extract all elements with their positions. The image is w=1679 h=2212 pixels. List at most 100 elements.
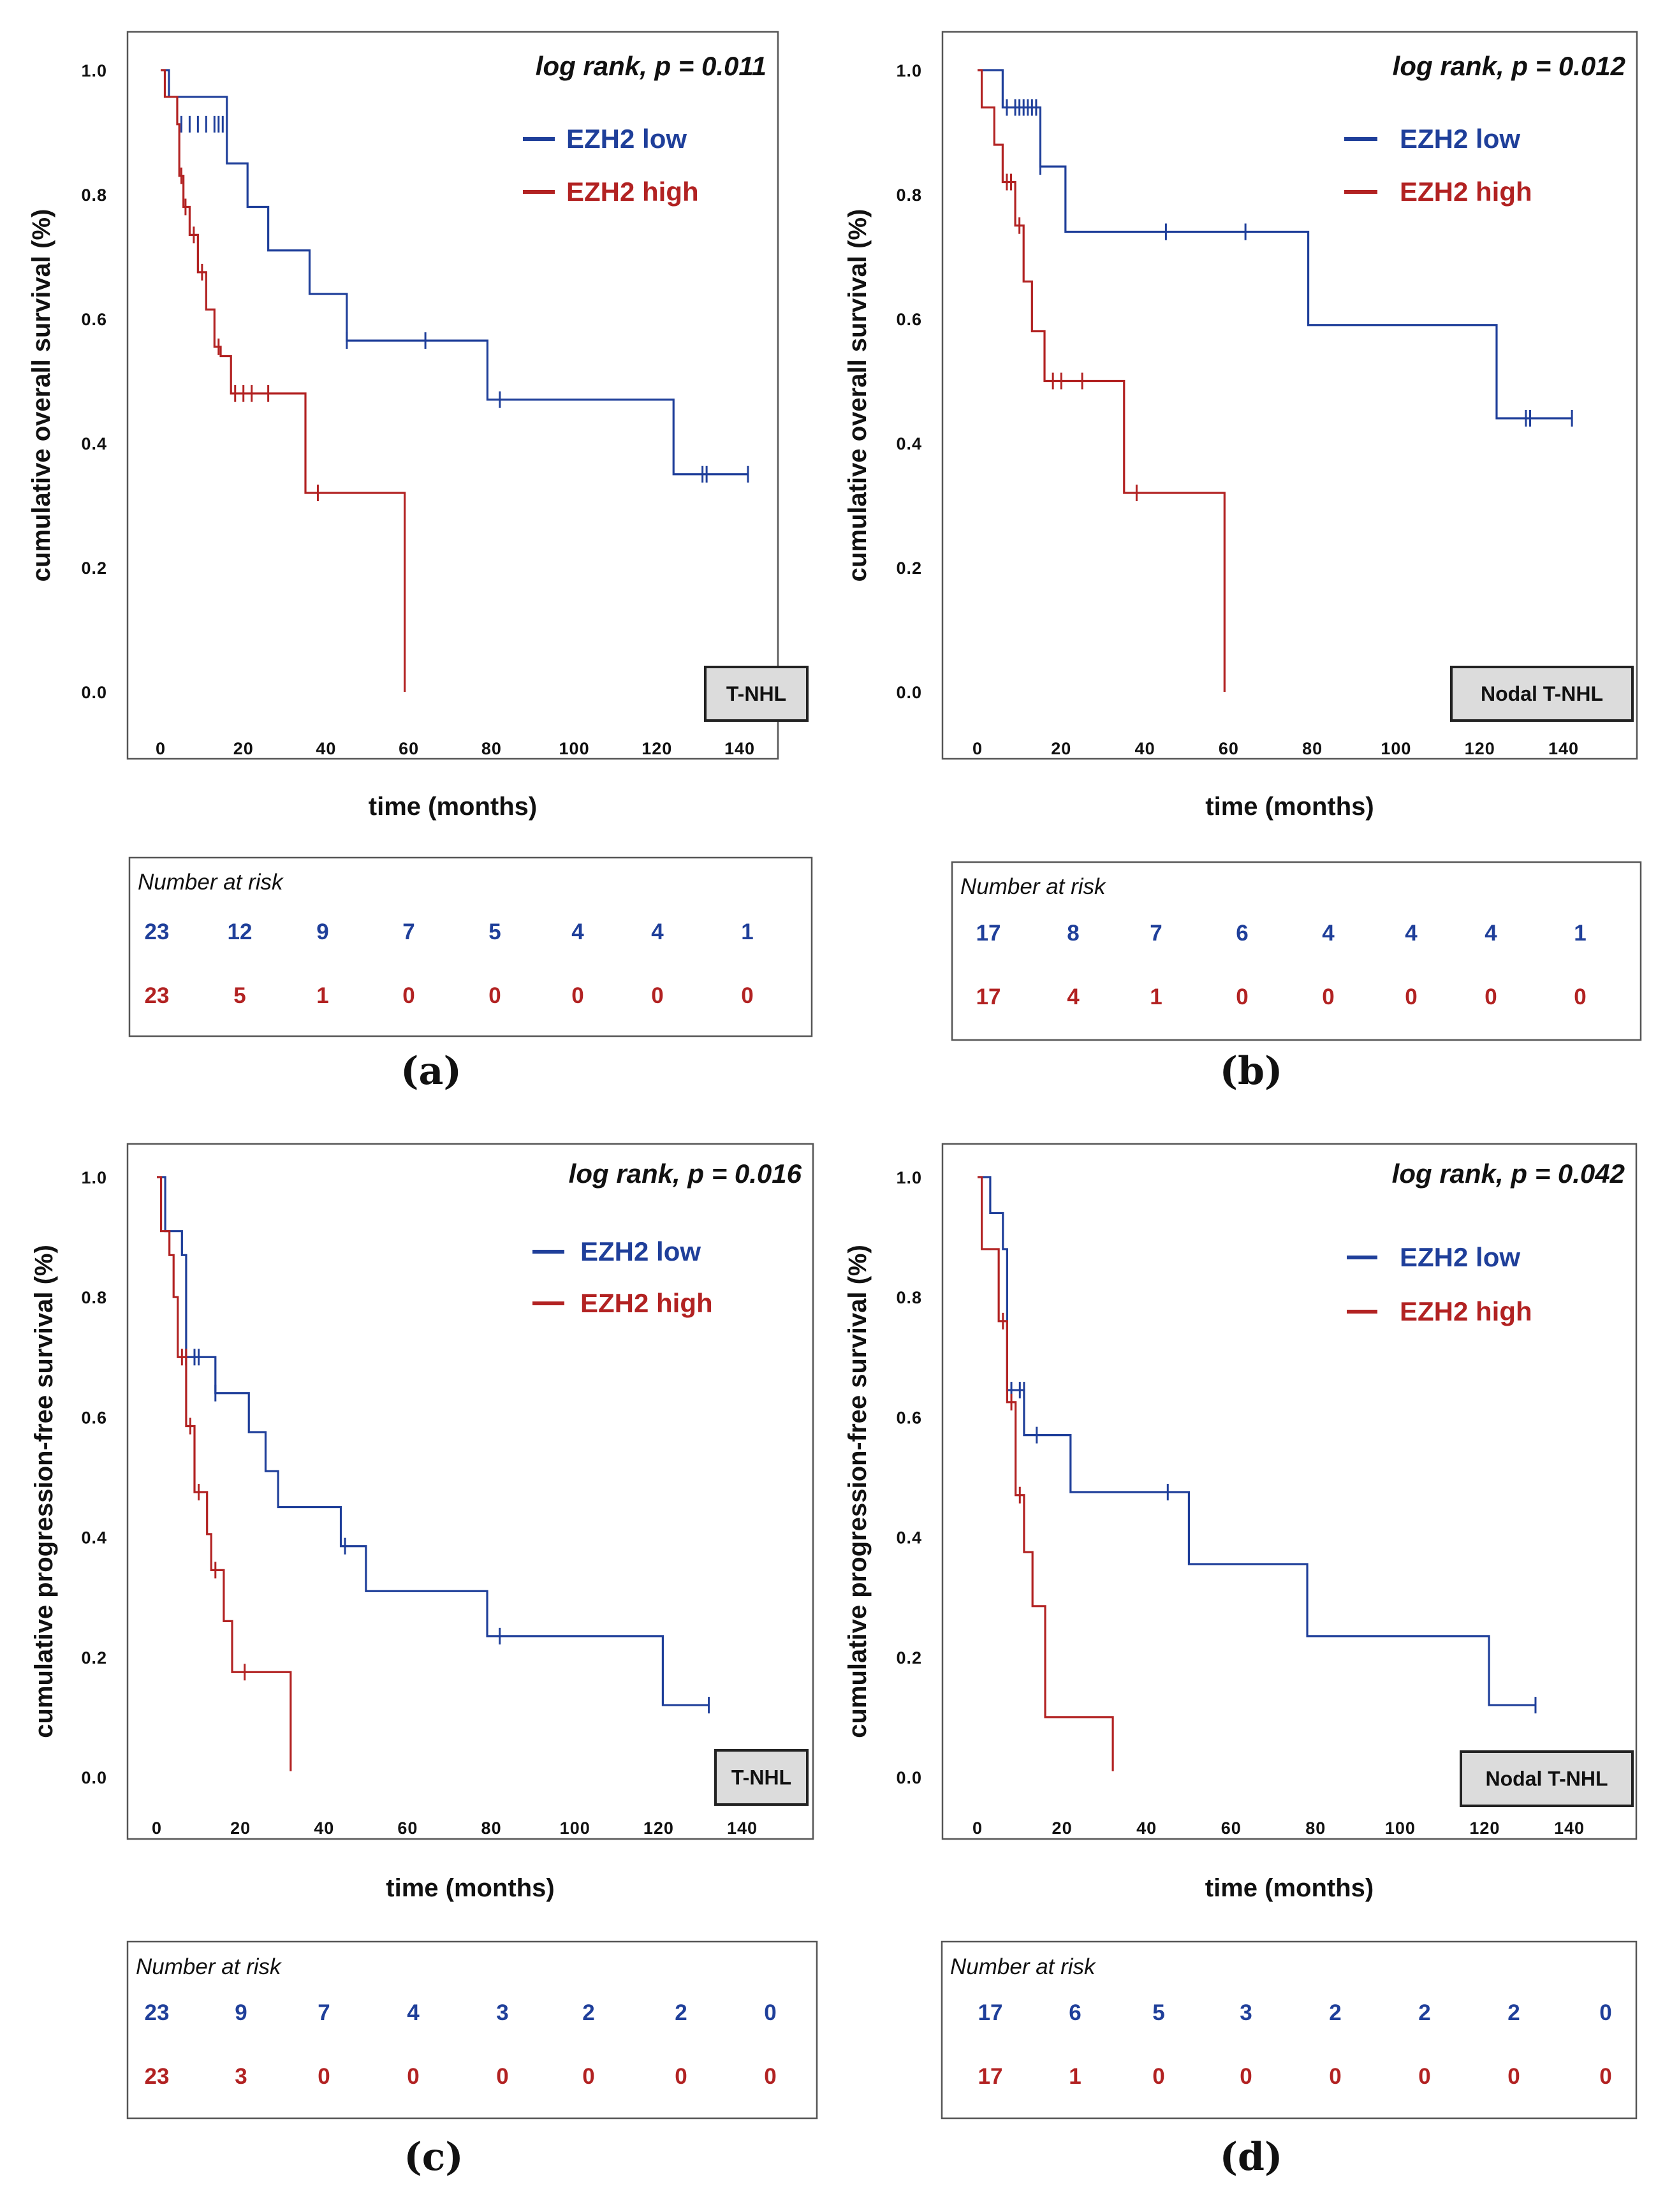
y-tick-label: 1.0 [896, 1168, 922, 1187]
at-risk-count-low: 7 [318, 2000, 330, 2025]
at-risk-count-high: 0 [407, 2064, 419, 2089]
x-axis-title: time (months) [1205, 1874, 1374, 1902]
at-risk-count-low: 1 [1574, 921, 1586, 946]
panel-c: 0.00.20.40.60.81.00 20 40 60 80 100 120 140time… [30, 1143, 818, 2179]
at-risk-count-low: 6 [1069, 2000, 1081, 2025]
x-tick-label: 140 [724, 739, 755, 758]
y-tick-label: 1.0 [81, 61, 107, 80]
at-risk-count-high: 0 [764, 2064, 776, 2089]
y-tick-label: 0.2 [81, 1648, 107, 1667]
x-tick-label: 120 [1469, 1819, 1500, 1838]
y-tick-label: 0.2 [81, 559, 107, 578]
at-risk-count-high: 0 [496, 2064, 508, 2089]
y-tick-label: 0.4 [81, 1528, 107, 1548]
at-risk-count-high: 23 [145, 2064, 170, 2089]
at-risk-count-low: 9 [235, 2000, 247, 2025]
legend-label-low: EZH2 low [1400, 124, 1520, 154]
at-risk-count-low: 5 [488, 919, 501, 944]
panel-label: (b) [1220, 1049, 1283, 1094]
plot-frame [126, 31, 779, 760]
at-risk-count-high: 0 [651, 983, 663, 1008]
at-risk-count-high: 3 [235, 2064, 247, 2089]
x-tick-label: 120 [1465, 739, 1495, 758]
number-at-risk-title: Number at risk [138, 870, 284, 895]
legend-label-low: EZH2 low [580, 1236, 701, 1266]
x-tick-label: 20 [1052, 1819, 1073, 1838]
x-tick-label: 140 [727, 1819, 758, 1838]
at-risk-count-high: 0 [741, 983, 753, 1008]
at-risk-count-high: 1 [316, 983, 328, 1008]
x-tick-label: 40 [1135, 739, 1155, 758]
at-risk-count-high: 0 [1507, 2064, 1520, 2089]
y-tick-label: 0.0 [896, 1768, 922, 1787]
at-risk-count-low: 9 [316, 919, 328, 944]
x-tick-label: 0 [972, 1819, 983, 1838]
subset-badge: T-NHL [726, 682, 786, 705]
logrank-pvalue: log rank, p = 0.016 [569, 1159, 802, 1189]
subset-badge: T-NHL [731, 1766, 791, 1789]
at-risk-count-low: 8 [1067, 921, 1079, 946]
y-tick-label: 0.4 [896, 1528, 922, 1548]
x-tick-label: 0 [972, 739, 983, 758]
panel-d: 0.00.20.40.60.81.00 20 40 60 80 100 120 140time… [844, 1143, 1638, 2179]
number-at-risk-title: Number at risk [960, 874, 1106, 899]
x-tick-label: 60 [1221, 1819, 1242, 1838]
y-tick-label: 0.2 [896, 1648, 922, 1667]
subset-badge-box [704, 666, 809, 722]
at-risk-count-low: 4 [1485, 921, 1497, 946]
x-tick-label: 20 [230, 1819, 251, 1838]
x-tick-label: 100 [1385, 1819, 1416, 1838]
y-tick-label: 0.4 [896, 434, 922, 453]
at-risk-count-low: 3 [496, 2000, 508, 2025]
y-axis-title: cumulative overall survival (%) [27, 209, 55, 582]
at-risk-count-low: 4 [1322, 921, 1335, 946]
at-risk-count-low: 7 [1150, 921, 1162, 946]
at-risk-count-low: 12 [228, 919, 253, 944]
at-risk-count-high: 0 [1405, 985, 1417, 1009]
at-risk-count-high: 0 [488, 983, 501, 1008]
plot-frame [941, 31, 1638, 760]
at-risk-count-low: 6 [1236, 921, 1248, 946]
x-tick-label: 100 [1381, 739, 1411, 758]
x-tick-label: 40 [314, 1819, 334, 1838]
x-tick-label: 0 [156, 739, 166, 758]
at-risk-count-low: 1 [741, 919, 753, 944]
at-risk-count-high: 1 [1150, 985, 1162, 1009]
at-risk-count-low: 4 [571, 919, 584, 944]
at-risk-count-high: 0 [1329, 2064, 1341, 2089]
at-risk-count-high: 23 [145, 983, 170, 1008]
at-risk-count-high: 0 [1574, 985, 1586, 1009]
y-tick-label: 0.8 [896, 1288, 922, 1307]
legend-label-high: EZH2 high [1400, 1296, 1532, 1326]
plot-frame [941, 1143, 1638, 1840]
subset-badge: Nodal T-NHL [1486, 1768, 1608, 1791]
at-risk-count-high: 0 [1599, 2064, 1611, 2089]
plot-frame [126, 1143, 814, 1840]
survival-curve-low [978, 1176, 1536, 1706]
x-tick-label: 80 [1302, 739, 1323, 758]
y-tick-label: 0.0 [896, 683, 922, 702]
at-risk-count-low: 4 [651, 919, 664, 944]
x-tick-label: 100 [560, 1819, 590, 1838]
y-tick-label: 0.6 [896, 1408, 922, 1427]
survival-curve-low [978, 69, 1573, 420]
at-risk-count-high: 17 [976, 985, 1001, 1009]
panel-a: 0.00.20.40.60.81.00 20 40 60 80 100 120 140time… [27, 31, 813, 1094]
at-risk-count-high: 0 [1236, 985, 1248, 1009]
at-risk-count-high: 0 [571, 983, 583, 1008]
subset-badge: Nodal T-NHL [1481, 682, 1603, 705]
x-tick-label: 60 [1219, 739, 1239, 758]
x-tick-label: 120 [642, 739, 672, 758]
at-risk-count-high: 0 [318, 2064, 330, 2089]
logrank-pvalue: log rank, p = 0.012 [1393, 51, 1625, 81]
at-risk-count-high: 1 [1069, 2064, 1081, 2089]
at-risk-count-high: 4 [1067, 985, 1080, 1009]
y-tick-label: 0.4 [81, 434, 107, 453]
at-risk-count-low: 2 [675, 2000, 687, 2025]
y-axis-title: cumulative overall survival (%) [844, 209, 872, 582]
survival-curve-high [978, 1176, 1114, 1771]
x-tick-label: 0 [152, 1819, 162, 1838]
subset-badge-box [714, 1749, 809, 1806]
y-tick-label: 0.8 [896, 186, 922, 205]
